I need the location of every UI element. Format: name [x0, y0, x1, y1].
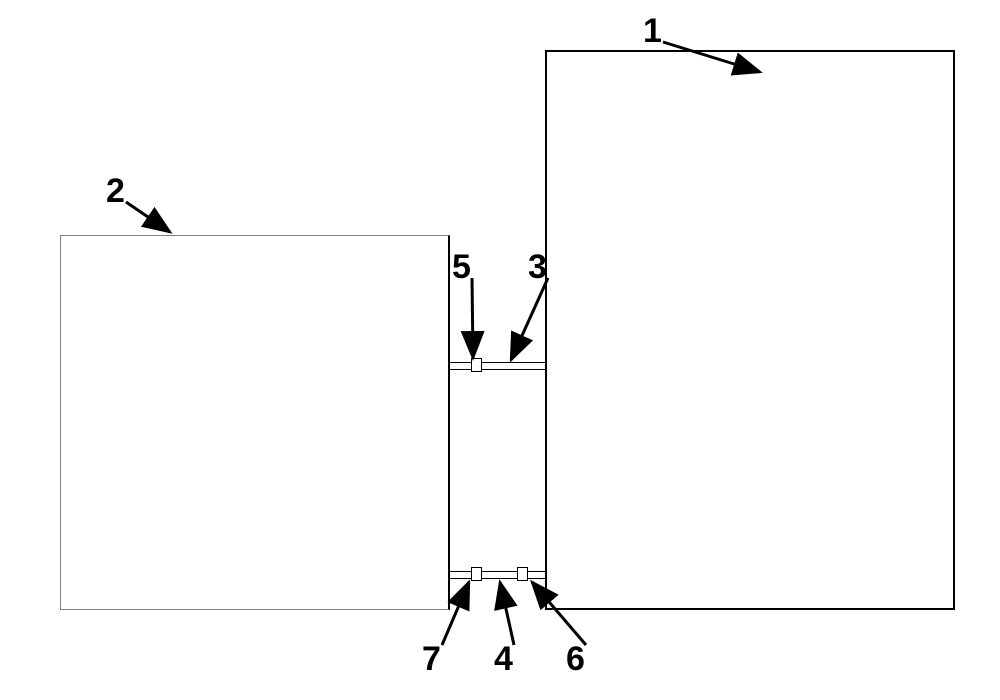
valve-5 [471, 358, 482, 372]
box-2 [60, 235, 450, 610]
label-2: 2 [106, 172, 125, 211]
box-1 [545, 50, 955, 610]
valve-6 [517, 567, 528, 581]
pipe-upper [450, 362, 545, 370]
pipe-lower [450, 571, 545, 579]
label-1: 1 [643, 12, 662, 51]
label-6: 6 [566, 640, 585, 679]
label-3: 3 [528, 248, 547, 287]
label-5: 5 [452, 248, 471, 287]
valve-7 [471, 567, 482, 581]
diagram-container: 1 2 3 4 5 6 7 [0, 0, 1000, 700]
label-4: 4 [494, 640, 513, 679]
label-7: 7 [422, 640, 441, 679]
